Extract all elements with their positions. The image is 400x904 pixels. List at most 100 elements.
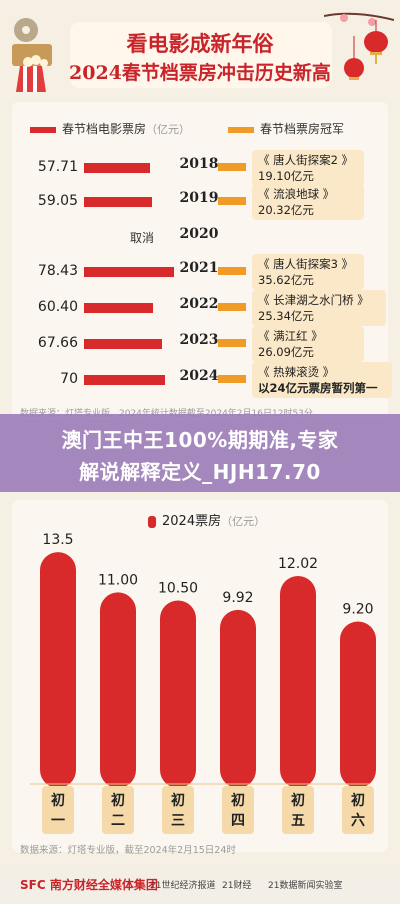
header: 看电影成新年俗 2024春节档票房冲击历史新高: [0, 0, 400, 100]
row-bar: [84, 267, 174, 277]
daily-value-label: 10.50: [158, 581, 198, 597]
champion-film: 《 满江红 》: [258, 329, 323, 343]
champion-gross: 19.10亿元: [258, 169, 314, 183]
day-tag: [282, 786, 314, 834]
day-label-char: 初: [111, 792, 125, 809]
day-tag: [102, 786, 134, 834]
year-row-2020: 取消 2020: [0, 226, 400, 250]
champion-film: 《 流浪地球 》: [258, 187, 335, 201]
row-bar: [84, 197, 152, 207]
row-value: 57.71: [37, 159, 78, 175]
footer-logo-21caijing: 21财经: [222, 881, 252, 891]
daily-bar: [280, 575, 316, 788]
row-year: 2024: [179, 368, 219, 384]
daily-bar: [340, 621, 376, 788]
row-connector: [218, 339, 246, 347]
champion-film: 《 热辣滚烫 》: [258, 365, 335, 379]
day-label-char: 初: [51, 792, 65, 809]
row-value: 60.40: [37, 299, 78, 315]
day-tag: [342, 786, 374, 834]
daily-value-label: 13.5: [42, 532, 73, 548]
row-year: 2018: [179, 156, 219, 172]
row-connector: [218, 197, 246, 205]
day-label-char: 初: [351, 792, 365, 809]
day-tag: [222, 786, 254, 834]
champion-callout: 《 流浪地球 》 20.32亿元: [252, 184, 364, 220]
champion-film: 《 唐人街探案2 》: [258, 153, 354, 167]
daily-value-label: 9.20: [342, 601, 373, 617]
row-value: 59.05: [37, 193, 78, 209]
champion-callout: 《 满江红 》 26.09亿元: [252, 326, 364, 362]
daily-value-label: 9.92: [222, 590, 253, 606]
footer: SFC 南方财经全媒体集团 21世纪经济报道 21财经 21数据新闻实验室: [0, 866, 400, 904]
cancel-label: 取消: [130, 231, 155, 245]
year-row-2024: 70 2024 《 热辣滚烫 》 以24亿元票房暂列第一: [0, 362, 400, 398]
champion-film: 《 长津湖之水门桥 》: [258, 293, 369, 307]
day-tag: [42, 786, 74, 834]
champion-callout: 《 热辣滚烫 》 以24亿元票房暂列第一: [252, 362, 392, 398]
row-value: 67.66: [37, 335, 78, 351]
row-year: 2019: [179, 190, 219, 206]
daily-legend-label: 2024票房: [162, 514, 222, 529]
champion-gross: 26.09亿元: [258, 345, 314, 359]
row-bar: [84, 163, 150, 173]
bottom-source-note: 数据来源：灯塔专业版，截至2024年2月15日24时: [20, 845, 236, 856]
page-title: 看电影成新年俗: [126, 31, 274, 56]
daily-legend-swatch: [148, 515, 156, 528]
daily-box-office-chart: 13.5 初一 11.00 初二 10.50 初三 9.92 初四 12.02 初五 9.20 初六: [30, 532, 376, 834]
legend-total-swatch: [30, 126, 56, 133]
daily-legend: 2024票房（亿元）: [148, 510, 265, 529]
row-year: 2020: [179, 226, 219, 242]
daily-legend-unit: （亿元）: [221, 515, 266, 528]
year-row-2018: 57.71 2018 《 唐人街探案2 》 19.10亿元: [0, 150, 400, 186]
day-label-char: 六: [351, 812, 365, 829]
champion-gross: 20.32亿元: [258, 203, 314, 217]
overlay-banner: 澳门王中王100%期期准,专家 解说解释定义_HJH17.70: [0, 414, 400, 492]
daily-bar: [100, 592, 136, 788]
banner-line-2: 解说解释定义_HJH17.70: [79, 460, 321, 484]
legend-total: 春节档电影票房（亿元）: [30, 120, 190, 137]
row-bar: [84, 375, 165, 385]
row-connector: [218, 163, 246, 171]
legend-champion-label: 春节档票房冠军: [260, 122, 345, 136]
row-year: 2022: [179, 296, 219, 312]
champion-callout: 《 唐人街探案2 》 19.10亿元: [252, 150, 364, 186]
daily-value-label: 11.00: [98, 572, 138, 588]
row-bar: [84, 339, 162, 349]
row-connector: [218, 267, 246, 275]
champion-gross: 以24亿元票房暂列第一: [258, 381, 378, 395]
banner-line-1: 澳门王中王100%期期准,专家: [61, 428, 339, 452]
day-label-char: 初: [171, 792, 185, 809]
row-value: 78.43: [37, 263, 78, 279]
daily-bar: [160, 600, 196, 788]
day-label-char: 初: [291, 792, 305, 809]
champion-gross: 25.34亿元: [258, 309, 314, 323]
daily-bar: [220, 609, 256, 788]
title-badge: [70, 22, 332, 88]
day-label-char: 五: [291, 813, 305, 829]
year-row-2023: 67.66 2023 《 满江红 》 26.09亿元: [0, 326, 400, 362]
footer-logo-21data: 21数据新闻实验室: [268, 881, 343, 891]
row-value: 70: [60, 371, 78, 387]
footer-logo-sfc: SFC 南方财经全媒体集团: [20, 878, 158, 892]
row-bar: [84, 303, 153, 313]
year-row-2019: 59.05 2019 《 流浪地球 》 20.32亿元: [0, 184, 400, 220]
legend-total-label: 春节档电影票房: [62, 122, 147, 136]
legend-champion-swatch: [228, 126, 254, 133]
champion-callout: 《 长津湖之水门桥 》 25.34亿元: [252, 290, 386, 326]
champion-gross: 35.62亿元: [258, 273, 314, 287]
row-year: 2021: [179, 260, 219, 276]
day-label-char: 二: [111, 813, 125, 829]
page-subtitle: 2024春节档票房冲击历史新高: [69, 62, 331, 84]
year-row-2022: 60.40 2022 《 长津湖之水门桥 》 25.34亿元: [0, 290, 400, 326]
daily-value-label: 12.02: [278, 556, 318, 572]
day-label-char: 初: [231, 792, 245, 809]
day-label-char: 四: [231, 813, 245, 829]
movie-camera-icon: [12, 18, 52, 92]
day-label-char: 一: [51, 813, 65, 829]
legend-champion: 春节档票房冠军: [228, 120, 344, 137]
daily-bar: [40, 552, 76, 788]
year-row-2021: 78.43 2021 《 唐人街探案3 》 35.62亿元: [0, 254, 400, 290]
day-label-char: 三: [171, 813, 185, 829]
lantern-icon: [324, 12, 394, 80]
